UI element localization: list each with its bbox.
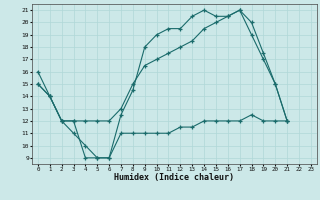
X-axis label: Humidex (Indice chaleur): Humidex (Indice chaleur) xyxy=(115,173,234,182)
